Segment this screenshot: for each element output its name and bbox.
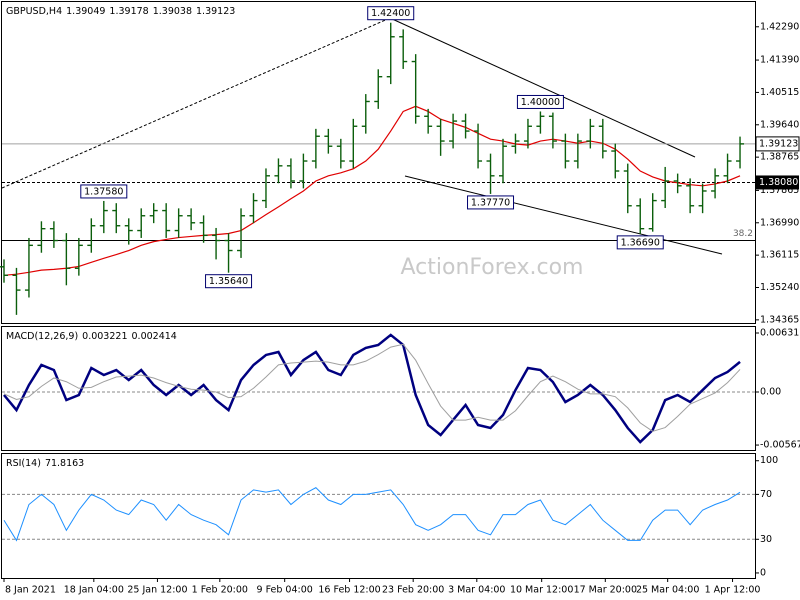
indicator-line [3,343,741,432]
x-tick-label: 9 Feb 04:00 [257,585,313,596]
x-tick-label: 17 Mar 20:00 [574,585,637,596]
panel-title-name: GBPUSD,H4 [6,6,62,17]
y-tick-label: 1.37865 [760,185,799,196]
panel-title-value: 71.8163 [45,458,84,469]
annotation-box [80,184,128,199]
indicator-line [3,333,741,444]
panel-title: MACD(12,26,9) 0.003221 0.002414 [6,331,177,342]
annotation-label: 1.40000 [521,97,560,108]
chart-content: ActionForex.com 38.2 1.38080 1.39123 1.42400… [0,6,800,596]
y-tick-label: 70 [760,489,772,500]
panel-title: RSI(14) 71.8163 [6,458,84,469]
panel-title-value: 1.39123 [196,6,235,17]
y-tick-label: 1.36990 [760,217,799,228]
panel-title: GBPUSD,H4 1.39049 1.39178 1.39038 1.39123 [6,6,235,17]
panel-title-name: MACD(12,26,9) [6,331,78,342]
x-tick-label: 10 Mar 12:00 [510,585,573,596]
panel-title-value: 1.39178 [109,6,148,17]
y-tick-label: 0.00 [760,387,781,398]
macd-panel-frame [1,326,756,451]
trend-line [404,175,723,255]
moving-average [3,105,741,276]
x-tick-label: 25 Jan 12:00 [127,585,187,596]
y-tick-label: 0.00631 [760,327,799,338]
y-tick-label: 1.40515 [760,87,799,98]
x-tick-label: 23 Feb 20:00 [382,585,444,596]
annotation-box [367,6,415,21]
y-tick-label: 1.41390 [760,55,799,66]
x-tick-label: 1 Apr 12:00 [705,585,761,596]
y-tick-label: 100 [760,455,778,466]
panel-title-value: 0.003221 [82,331,127,342]
y-tick-label: 1.35240 [760,282,799,293]
x-tick-label: 18 Jan 04:00 [64,585,124,596]
x-tick-label: 25 Mar 04:00 [636,585,699,596]
y-tick-label: -0.005671 [760,440,800,451]
indicator-line [3,487,741,542]
panel-title-value: 1.39049 [66,6,105,17]
x-tick-label: 3 Mar 04:00 [448,585,505,596]
annotation-label: 1.35640 [209,276,248,287]
annotation-box [616,235,664,250]
rsi-panel-frame [1,453,756,579]
fib-level-label: 38.2 [733,229,753,239]
price-panel-frame [1,1,756,324]
y-tick-label: 1.39640 [760,119,799,130]
y-tick-label: 1.36115 [760,250,799,261]
annotation-box [516,94,564,109]
panel-title-name: RSI(14) [6,458,41,469]
x-tick-label: 8 Jan 2021 [5,585,56,596]
horizontal-line-box [756,175,799,190]
trend-line [389,17,696,158]
annotation-label: 1.36690 [621,237,660,248]
annotation-label: 1.37770 [471,197,510,208]
watermark: ActionForex.com [401,255,584,280]
horizontal-line-label: 1.38080 [759,177,798,188]
trend-line [1,17,391,189]
annotation-box [467,195,515,210]
y-tick-label: 30 [760,534,772,545]
y-tick-label: 1.38765 [760,152,799,163]
price-label: 1.39123 [759,138,798,149]
x-tick-label: 1 Feb 20:00 [192,585,248,596]
price-box [755,136,800,152]
annotation-label: 1.37580 [84,186,123,197]
y-tick-label: 1.34365 [760,314,799,325]
annotation-box [205,274,253,289]
x-tick-label: 16 Feb 12:00 [318,585,380,596]
panel-title-value: 1.39038 [153,6,192,17]
panel-title-value: 0.002414 [132,331,177,342]
y-tick-label: 0 [760,567,766,578]
annotation-label: 1.42400 [371,8,410,19]
y-tick-label: 1.42290 [760,21,799,32]
